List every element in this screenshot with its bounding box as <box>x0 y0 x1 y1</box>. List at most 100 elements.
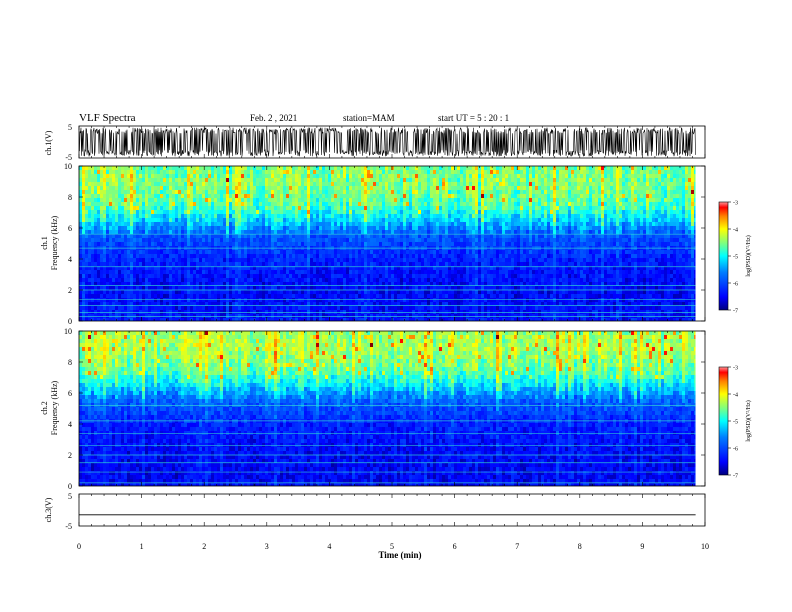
spectrogram-cell <box>184 190 187 194</box>
spectrogram-cell <box>313 218 316 222</box>
spectrogram-cell <box>169 182 172 186</box>
spectrogram-cell <box>148 174 151 178</box>
spectrogram-cell <box>292 186 295 190</box>
spectrogram-cell <box>658 210 661 214</box>
spectrogram-cell <box>256 226 259 230</box>
spectrogram-cell <box>631 222 634 226</box>
spectrogram-cell <box>505 206 508 210</box>
spectrogram-cell <box>625 178 628 182</box>
spectrogram-cell <box>205 182 208 186</box>
spectrogram-cell <box>598 230 601 234</box>
spectrogram-cell <box>418 226 421 230</box>
spectrogram-cell <box>115 186 118 190</box>
spectrogram-cell <box>616 210 619 214</box>
spectrogram-cell <box>436 194 439 198</box>
spectrogram-cell <box>82 258 85 262</box>
spectrogram-cell <box>385 222 388 226</box>
spectrogram-cell <box>622 238 625 242</box>
spectrogram-cell <box>259 238 262 242</box>
spectrogram-cell <box>631 250 634 254</box>
spectrogram-cell <box>199 198 202 202</box>
spectrogram-cell <box>268 258 271 262</box>
spectrogram-cell <box>463 166 466 170</box>
spectrogram-cell <box>499 206 502 210</box>
spectrogram-cell <box>385 178 388 182</box>
spectrogram-cell <box>427 198 430 202</box>
spectrogram-cell <box>397 242 400 246</box>
spectrogram-cell <box>343 222 346 226</box>
spectrogram-cell <box>295 198 298 202</box>
spectrogram-cell <box>571 182 574 186</box>
spectrogram-cell <box>541 214 544 218</box>
spectrogram-cell <box>655 206 658 210</box>
spectrogram-cell <box>241 242 244 246</box>
spectrogram-cell <box>685 230 688 234</box>
spectrogram-cell <box>406 186 409 190</box>
spectrogram-cell <box>163 218 166 222</box>
spectrogram-cell <box>631 242 634 246</box>
spectrogram-cell <box>505 218 508 222</box>
spectrogram-cell <box>142 206 145 210</box>
spectrogram-cell <box>508 206 511 210</box>
spectrogram-cell <box>196 250 199 254</box>
spectrogram-cell <box>673 238 676 242</box>
spectrogram-cell <box>346 210 349 214</box>
spectrogram-cell <box>637 206 640 210</box>
spectrogram-cell <box>259 170 262 174</box>
spectrogram-cell <box>454 190 457 194</box>
spectrogram-cell <box>493 202 496 206</box>
spectrogram-cell <box>268 218 271 222</box>
spectrogram-cell <box>133 218 136 222</box>
spectrogram-cell <box>592 218 595 222</box>
spectrogram-cell <box>244 226 247 230</box>
spectrogram-cell <box>529 198 532 202</box>
spectrogram-cell <box>232 210 235 214</box>
spectrogram-cell <box>157 234 160 238</box>
spectrogram-cell <box>637 238 640 242</box>
spectrogram-cell <box>400 226 403 230</box>
spectrogram-cell <box>598 210 601 214</box>
spectrogram-cell <box>298 230 301 234</box>
spectrogram-cell <box>544 234 547 238</box>
spectrogram-cell <box>634 222 637 226</box>
spectrogram-cell <box>691 206 694 210</box>
spectrogram-cell <box>361 250 364 254</box>
spectrogram-cell <box>232 250 235 254</box>
spectrogram-cell <box>445 222 448 226</box>
spectrogram-cell <box>160 230 163 234</box>
spectrogram-cell <box>544 242 547 246</box>
spectrogram-cell <box>253 194 256 198</box>
spectrogram-cell <box>265 174 268 178</box>
spectrogram-cell <box>532 250 535 254</box>
spectrogram-cell <box>139 210 142 214</box>
spectrogram-cell <box>151 214 154 218</box>
spectrogram-cell <box>535 198 538 202</box>
spectrogram-cell <box>259 218 262 222</box>
spectrogram-cell <box>319 182 322 186</box>
spectrogram-cell <box>427 214 430 218</box>
spectrogram-cell <box>448 218 451 222</box>
spectrogram-cell <box>331 258 334 262</box>
spectrogram-cell <box>271 194 274 198</box>
spectrogram-cell <box>340 234 343 238</box>
spectrogram-cell <box>238 238 241 242</box>
spectrogram-cell <box>391 214 394 218</box>
spectrogram-cell <box>133 230 136 234</box>
spectrogram-cell <box>202 186 205 190</box>
spectrogram-cell <box>223 230 226 234</box>
spectrogram-cell <box>280 234 283 238</box>
spectrogram-cell <box>244 198 247 202</box>
spectrogram-cell <box>457 234 460 238</box>
spectrogram-cell <box>265 242 268 246</box>
spectrogram-cell <box>118 214 121 218</box>
spectrogram-cell <box>475 166 478 170</box>
spectrogram-cell <box>526 210 529 214</box>
spectrogram-cell <box>409 194 412 198</box>
spectrogram-cell <box>499 166 502 170</box>
spectrogram-cell <box>250 178 253 182</box>
spectrogram-cell <box>580 254 583 258</box>
spectrogram-cell <box>658 214 661 218</box>
spectrogram-cell <box>646 190 649 194</box>
spectrogram-cell <box>253 218 256 222</box>
spectrogram-cell <box>607 230 610 234</box>
